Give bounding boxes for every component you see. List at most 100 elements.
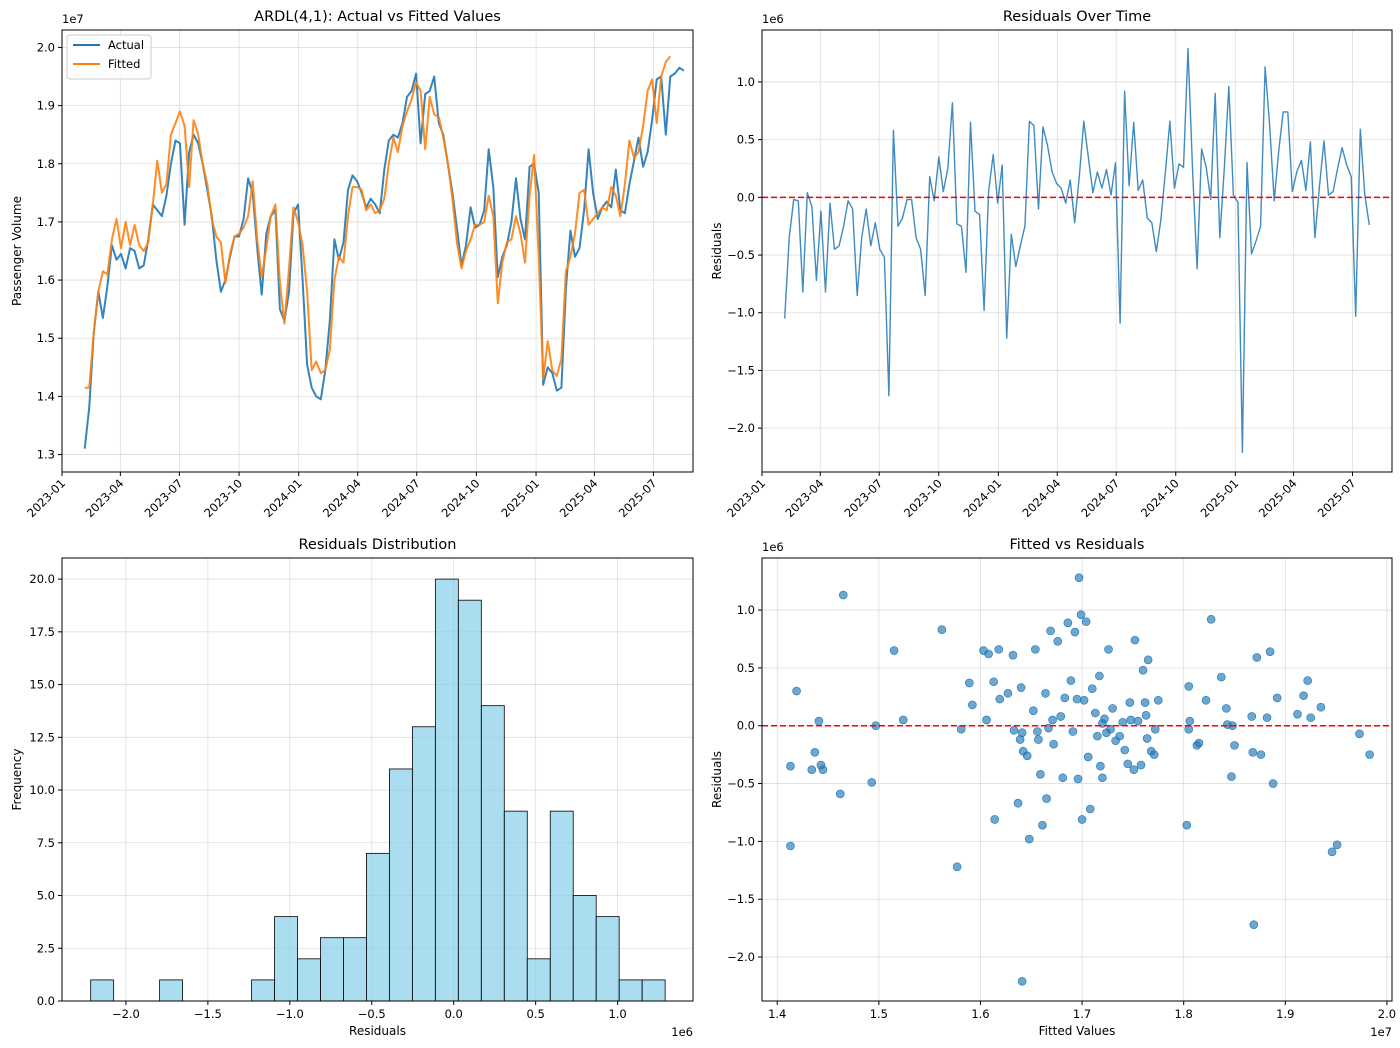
x-tick-label: 1.5 xyxy=(870,1007,888,1021)
y-tick-label: 2.5 xyxy=(37,941,55,955)
y-tick-label: 1.4 xyxy=(37,389,55,403)
x-tick-label: 2025-04 xyxy=(1256,476,1300,520)
scatter-point xyxy=(1090,708,1100,718)
y-tick-label: 0.5 xyxy=(737,661,755,675)
scatter-point xyxy=(1133,716,1143,726)
scatter-point xyxy=(1136,760,1146,770)
scatter-point xyxy=(1096,761,1105,771)
scatter-point xyxy=(1216,672,1226,682)
x-axis-label: Fitted Values xyxy=(1039,1024,1116,1038)
scatter-point xyxy=(1327,847,1337,857)
x-tick-label: 2025-07 xyxy=(1315,476,1359,520)
scatter-point xyxy=(1104,645,1113,654)
x-tick-label: 2025-04 xyxy=(557,476,601,520)
y-tick-label: 15.0 xyxy=(29,678,55,692)
scatter-point xyxy=(1063,618,1073,628)
x-tick-label: 2024-01 xyxy=(261,476,305,520)
y-tick-label: 1.8 xyxy=(37,157,55,171)
x-tick-label: 0.0 xyxy=(445,1007,463,1021)
chart-title: Residuals Over Time xyxy=(1003,9,1151,25)
scatter-point xyxy=(1120,745,1130,755)
scatter-point xyxy=(792,686,801,696)
x-tick-label: 0.5 xyxy=(527,1007,545,1021)
scatter-point xyxy=(1249,920,1259,929)
scatter-point xyxy=(994,645,1004,654)
histogram-bar xyxy=(251,979,275,1002)
x-tick-label: 2024-07 xyxy=(379,476,423,520)
y-tick-label: 1.3 xyxy=(37,448,55,462)
x-tick-label: 2024-07 xyxy=(1078,476,1122,520)
histogram-bar xyxy=(320,937,344,1002)
series-line-fitted xyxy=(84,55,672,389)
scatter-point xyxy=(1252,653,1262,662)
x-tick-label: 2023-10 xyxy=(201,476,245,520)
y-tick-label: 1.9 xyxy=(37,99,55,113)
scatter-point xyxy=(1095,671,1104,681)
scatter-point xyxy=(1029,706,1038,715)
y-tick-label: 12.5 xyxy=(29,730,55,744)
histogram-bar xyxy=(274,916,298,1002)
y-offset-label: 1e6 xyxy=(762,540,784,554)
x-tick-label: −2.0 xyxy=(112,1007,140,1021)
histogram-bar xyxy=(595,916,620,1002)
scatter-point xyxy=(995,694,1005,704)
y-tick-label: −1.0 xyxy=(727,834,755,848)
series-line-residuals xyxy=(784,47,1370,454)
scatter-point xyxy=(1227,772,1236,781)
scatter-point xyxy=(937,625,947,635)
y-tick-label: 7.5 xyxy=(37,836,55,850)
x-tick-label: −1.5 xyxy=(194,1007,222,1021)
y-tick-label: −1.5 xyxy=(727,363,755,377)
scatter-point xyxy=(1066,676,1076,685)
x-tick-label: 1.4 xyxy=(768,1007,786,1021)
scatter-point xyxy=(1143,655,1153,665)
x-tick-label: 2023-01 xyxy=(724,476,768,520)
x-offset-label: 1e6 xyxy=(671,1025,693,1039)
scatter-point xyxy=(1106,724,1115,734)
scatter-point xyxy=(1206,615,1216,624)
scatter-point xyxy=(982,715,991,725)
histogram-bar xyxy=(366,852,390,1002)
scatter-point xyxy=(810,748,820,757)
scatter-point xyxy=(1182,820,1192,830)
scatter-point xyxy=(1083,752,1093,762)
scatter-point xyxy=(1184,682,1194,691)
scatter-point xyxy=(1293,709,1302,719)
scatter-point xyxy=(786,761,795,771)
scatter-point xyxy=(1034,735,1043,744)
scatter-point xyxy=(1185,716,1195,726)
scatter-point xyxy=(1142,734,1152,743)
scatter-point xyxy=(818,765,828,774)
x-tick-label: 2024-01 xyxy=(961,476,1005,520)
y-tick-label: −2.0 xyxy=(727,421,755,435)
histogram-bar xyxy=(434,578,459,1002)
histogram-bar xyxy=(457,599,482,1002)
y-tick-label: 1.5 xyxy=(37,331,55,345)
scatter-point xyxy=(1077,815,1087,824)
scatter-point xyxy=(1201,695,1211,705)
series-line-actual xyxy=(83,66,685,449)
x-tick-label: 2023-10 xyxy=(901,476,945,520)
scatter-point xyxy=(1074,573,1084,582)
histogram-bar xyxy=(343,937,367,1002)
x-axis-label: Residuals xyxy=(349,1024,406,1038)
scatter-point xyxy=(1033,727,1042,736)
scatter-point xyxy=(1076,610,1086,619)
chart-title: Fitted vs Residuals xyxy=(1010,537,1145,553)
actual-vs-fitted-panel: 2023-01 2023-04 2023-07 2023-10 2024-01 2024-… xyxy=(10,9,694,520)
histogram-bar xyxy=(503,810,528,1002)
scatter-point xyxy=(964,678,974,688)
scatter-point xyxy=(814,716,824,726)
scatter-point xyxy=(1070,627,1080,637)
scatter-point xyxy=(1247,712,1257,721)
histogram-bar xyxy=(572,895,597,1002)
histogram-bar xyxy=(388,768,413,1002)
scatter-point xyxy=(1079,695,1089,705)
scatter-point xyxy=(1303,676,1312,685)
x-tick-label: 2023-07 xyxy=(142,476,186,520)
scatter-point xyxy=(1058,773,1068,783)
x-tick-label: −1.0 xyxy=(276,1007,304,1021)
scatter-point xyxy=(1316,702,1326,712)
x-tick-label: 2023-04 xyxy=(783,476,827,520)
